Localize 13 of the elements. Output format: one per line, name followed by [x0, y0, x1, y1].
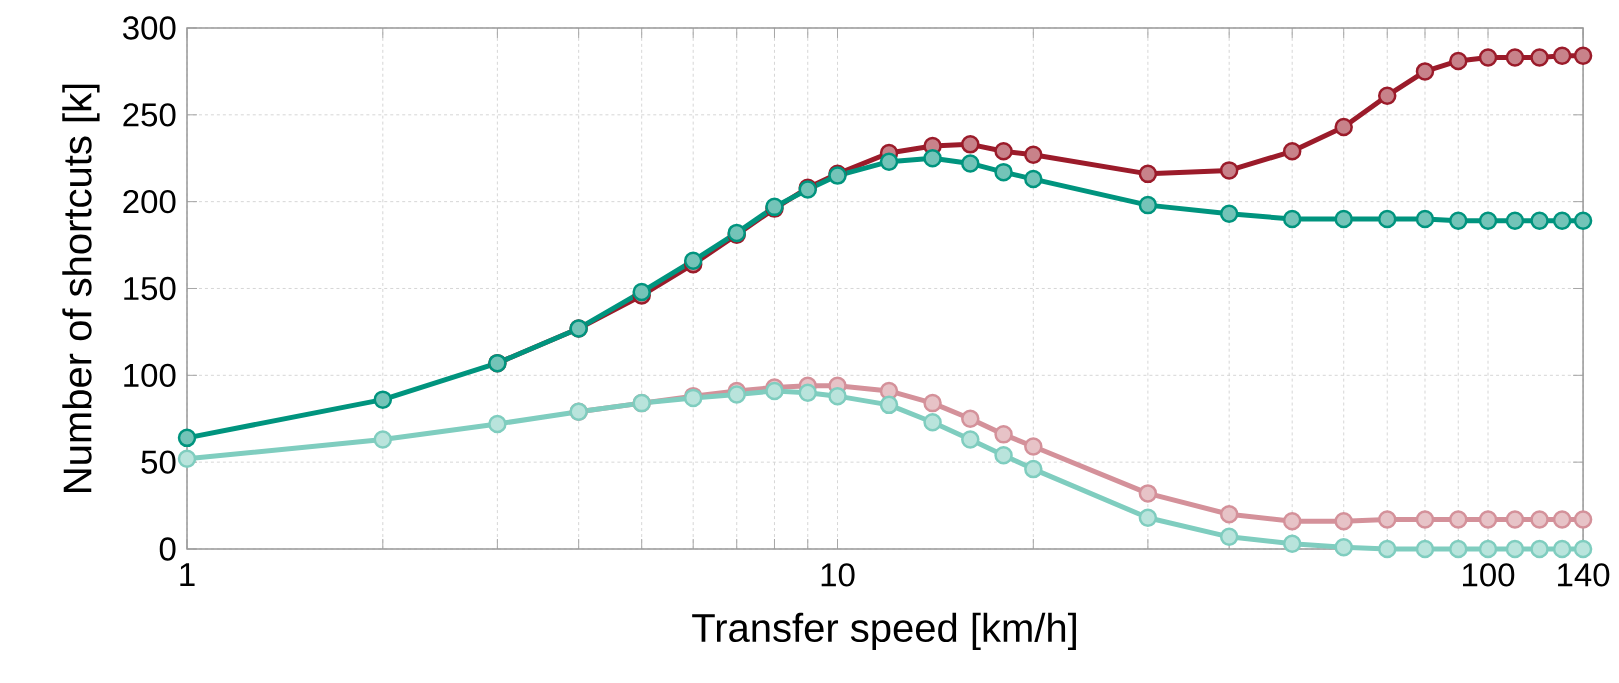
y-tick-label: 0 — [159, 537, 176, 561]
y-axis-title: Number of shortcuts [k] — [62, 84, 100, 492]
y-tick-label: 150 — [124, 276, 176, 301]
y-tick-label: 250 — [123, 103, 176, 127]
y-tick-label: 300 — [123, 16, 176, 40]
y-tick-label: 50 — [141, 450, 176, 474]
x-axis-title: Transfer speed [km/h] — [692, 612, 1076, 651]
x-tick-label: 140 — [1558, 563, 1610, 587]
y-tick-label: 100 — [124, 363, 176, 388]
x-tick-label: 100 — [1463, 563, 1515, 587]
y-tick-label: 200 — [123, 189, 176, 214]
x-tick-label: 10 — [821, 563, 855, 587]
x-tick-label: 1 — [180, 563, 195, 586]
